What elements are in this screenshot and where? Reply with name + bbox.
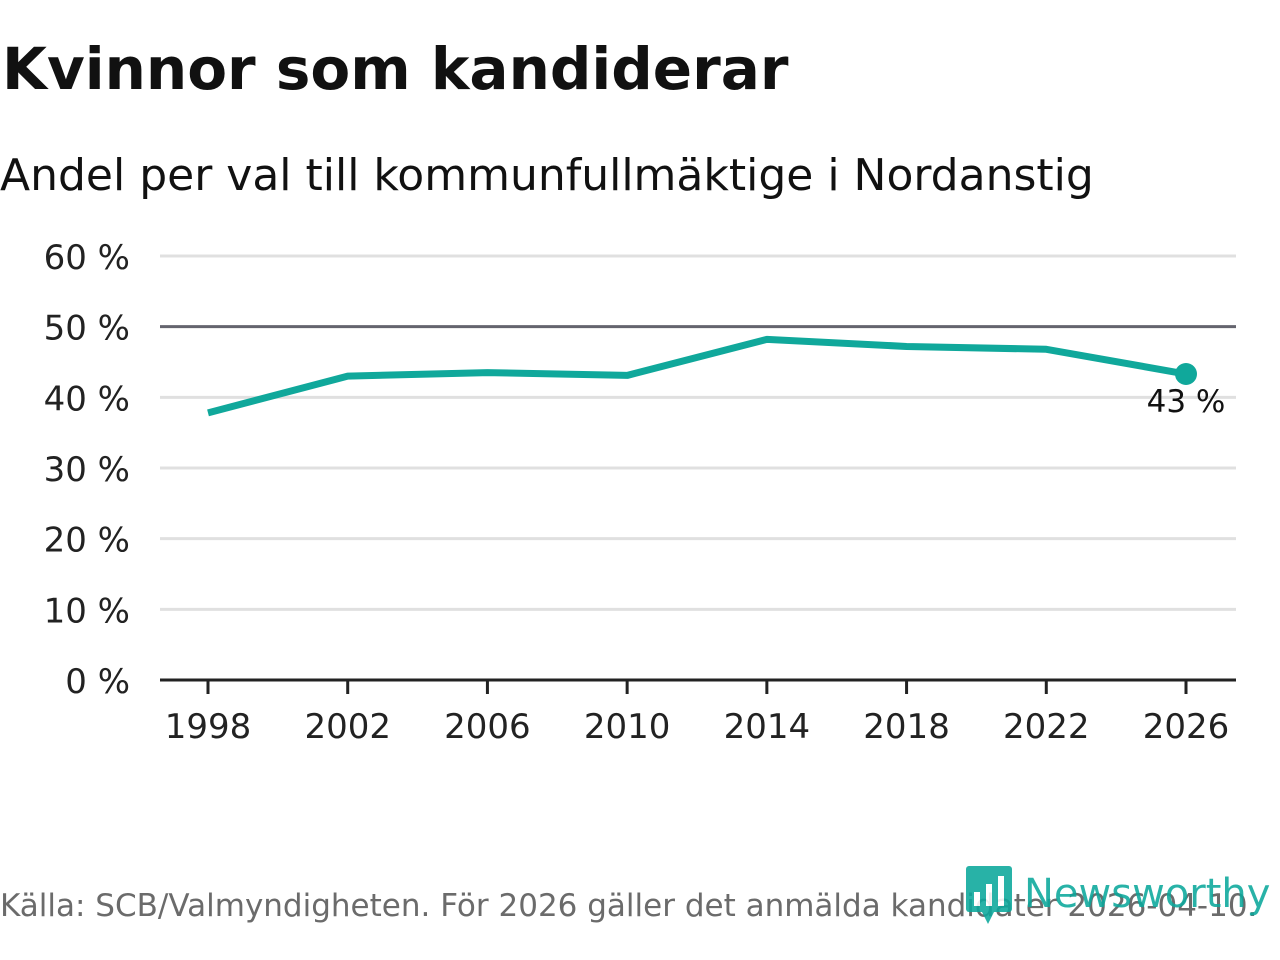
brand-logo: Newsworthy [964,862,1270,926]
newsworthy-logo-icon [966,866,1012,924]
x-tick-label: 2002 [304,707,391,747]
brand-name: Newsworthy [1024,871,1271,917]
y-tick-label: 0 % [65,662,130,702]
x-tick-label: 1998 [165,707,252,747]
x-tick-label: 2006 [444,707,531,747]
y-tick-label: 50 % [44,309,130,349]
y-tick-label: 40 % [44,379,130,419]
y-tick-label: 60 % [44,238,130,278]
end-value-label: 43 % [1147,384,1226,420]
y-tick-label: 30 % [44,450,130,490]
y-tick-label: 20 % [44,521,130,561]
x-tick-label: 2022 [1003,707,1090,747]
chart-subtitle: Andel per val till kommunfullmäktige i N… [0,150,1094,201]
x-tick-label: 2014 [724,707,811,747]
chart-title: Kvinnor som kandiderar [2,35,789,103]
y-tick-label: 10 % [44,591,130,631]
x-tick-label: 2026 [1143,707,1230,747]
x-tick-label: 2010 [584,707,671,747]
x-tick-label: 2018 [863,707,950,747]
source-note: Källa: SCB/Valmyndigheten. För 2026 gäll… [0,888,1258,924]
series-line [207,335,1187,417]
last-point-marker [1175,363,1197,386]
